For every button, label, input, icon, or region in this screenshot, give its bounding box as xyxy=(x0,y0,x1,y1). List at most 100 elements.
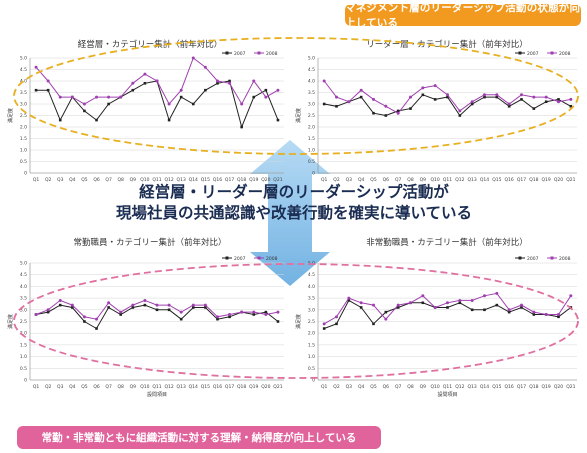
bottom-banner: 常勤・非常勤ともに組織活動に対する理解・納得度が向上している xyxy=(17,426,381,449)
data-point-2008 xyxy=(347,100,351,104)
data-point-2008 xyxy=(532,95,536,99)
data-point-2008 xyxy=(252,310,256,314)
x-tick-label: Q7 xyxy=(105,177,112,183)
y-tick-label: 3.0 xyxy=(308,307,315,313)
data-point-2007 xyxy=(107,306,110,309)
data-point-2008 xyxy=(203,303,207,307)
data-point-2008 xyxy=(276,88,280,92)
x-tick-label: Q20 xyxy=(554,384,563,390)
legend-label-2007: 2007 xyxy=(527,51,539,57)
x-tick-label: Q12 xyxy=(455,384,464,390)
data-point-2007 xyxy=(359,95,363,99)
data-point-2007 xyxy=(204,88,207,92)
data-point-2008 xyxy=(203,65,207,69)
data-point-2007 xyxy=(433,98,437,101)
y-tick-label: 0 xyxy=(24,171,27,177)
x-tick-label: Q17 xyxy=(517,384,526,390)
data-point-2007 xyxy=(131,306,135,309)
data-point-2008 xyxy=(433,305,437,309)
data-point-2008 xyxy=(240,102,244,106)
y-tick-label: 1.5 xyxy=(308,342,315,348)
y-tick-label: 5.0 xyxy=(308,56,315,62)
data-point-2008 xyxy=(409,95,412,99)
x-tick-label: Q1 xyxy=(321,177,328,183)
data-point-2008 xyxy=(167,303,171,307)
x-tick-label: Q15 xyxy=(201,177,210,183)
data-point-2008 xyxy=(155,303,159,307)
x-tick-label: Q21 xyxy=(273,177,282,183)
data-point-2007 xyxy=(470,308,474,312)
x-tick-label: Q1 xyxy=(33,384,40,390)
y-axis-label: 満足度 xyxy=(295,108,302,123)
data-point-2007 xyxy=(495,95,499,99)
data-point-2007 xyxy=(58,118,62,122)
data-point-2007 xyxy=(520,306,523,309)
y-tick-label: 3.5 xyxy=(20,296,27,302)
data-point-2008 xyxy=(58,298,62,302)
data-point-2007 xyxy=(458,301,462,305)
x-axis-label: 設問項目 xyxy=(147,391,167,398)
y-tick-label: 2.5 xyxy=(20,113,27,119)
data-point-2008 xyxy=(240,310,244,314)
x-tick-label: Q10 xyxy=(431,177,440,183)
data-point-2007 xyxy=(131,88,135,92)
data-point-2008 xyxy=(264,95,268,99)
data-point-2008 xyxy=(372,303,375,307)
y-axis-label: 満足度 xyxy=(295,314,302,329)
chart-2: リーダー層・カテゴリー集計（前年対比）2007 2008 0 0.5 1.0 1.5 2.0… xyxy=(295,39,577,183)
data-point-2007 xyxy=(83,320,86,323)
data-point-2007 xyxy=(58,303,62,307)
data-point-2007 xyxy=(507,310,511,314)
legend-label-2007: 2007 xyxy=(234,256,246,262)
x-tick-label: Q10 xyxy=(140,177,149,183)
x-tick-label: Q19 xyxy=(542,177,551,183)
data-point-2008 xyxy=(359,88,363,92)
y-tick-label: 3.5 xyxy=(20,90,27,96)
legend-marker-2007 xyxy=(518,256,522,260)
legend-marker-2007 xyxy=(518,51,522,55)
data-point-2008 xyxy=(70,95,74,99)
data-point-2008 xyxy=(264,312,268,316)
legend-label-2008: 2008 xyxy=(559,256,571,262)
data-point-2008 xyxy=(82,102,86,106)
y-tick-label: 0 xyxy=(312,171,315,177)
data-point-2008 xyxy=(396,303,400,307)
data-point-2007 xyxy=(83,109,86,113)
x-tick-label: Q6 xyxy=(93,177,100,183)
x-tick-label: Q4 xyxy=(358,384,365,390)
data-point-2007 xyxy=(264,88,268,92)
data-point-2007 xyxy=(507,105,511,108)
data-point-2007 xyxy=(228,315,231,319)
data-point-2007 xyxy=(532,313,536,316)
y-tick-label: 4.5 xyxy=(20,272,27,278)
data-point-2008 xyxy=(557,312,560,316)
double-arrow-icon xyxy=(250,140,330,286)
data-point-2008 xyxy=(276,310,280,314)
y-axis-label: 満足度 xyxy=(7,314,14,329)
data-point-2007 xyxy=(446,95,449,99)
x-tick-label: Q3 xyxy=(57,384,64,390)
data-point-2008 xyxy=(179,88,183,92)
data-point-2008 xyxy=(228,312,232,316)
y-tick-label: 4.5 xyxy=(20,67,27,73)
data-point-2007 xyxy=(557,315,560,319)
data-point-2008 xyxy=(335,315,338,319)
legend-label-2008: 2008 xyxy=(266,51,278,57)
x-tick-label: Q17 xyxy=(225,177,234,183)
data-point-2008 xyxy=(507,102,511,106)
x-tick-label: Q17 xyxy=(517,177,526,183)
data-point-2007 xyxy=(216,82,219,85)
y-tick-label: 0 xyxy=(312,378,315,384)
data-point-2007 xyxy=(322,102,326,106)
data-point-2007 xyxy=(46,310,50,314)
data-point-2007 xyxy=(557,98,560,101)
x-tick-label: Q15 xyxy=(492,177,501,183)
legend-marker-2007 xyxy=(225,256,229,260)
x-tick-label: Q16 xyxy=(213,384,222,390)
data-point-2008 xyxy=(421,294,425,298)
y-tick-label: 1.5 xyxy=(308,136,315,142)
y-tick-label: 3.0 xyxy=(20,102,27,108)
data-point-2007 xyxy=(204,306,207,309)
x-tick-label: Q3 xyxy=(57,177,64,183)
